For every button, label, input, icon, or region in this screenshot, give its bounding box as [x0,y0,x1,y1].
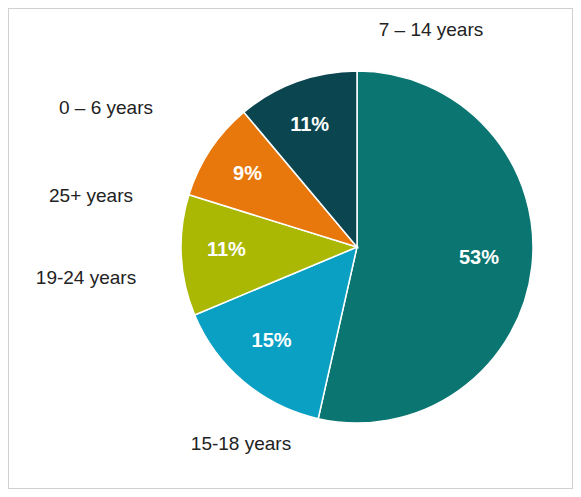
svg-text:15%: 15% [252,329,292,351]
svg-text:7 – 14 years: 7 – 14 years [379,19,484,40]
svg-text:15-18 years: 15-18 years [191,433,291,454]
svg-text:11%: 11% [290,113,329,135]
svg-text:53%: 53% [459,246,499,268]
svg-text:25+ years: 25+ years [49,185,133,206]
svg-text:11%: 11% [207,238,246,260]
svg-text:9%: 9% [233,162,262,184]
svg-text:19-24 years: 19-24 years [36,267,136,288]
svg-text:0 – 6 years: 0 – 6 years [59,97,153,118]
